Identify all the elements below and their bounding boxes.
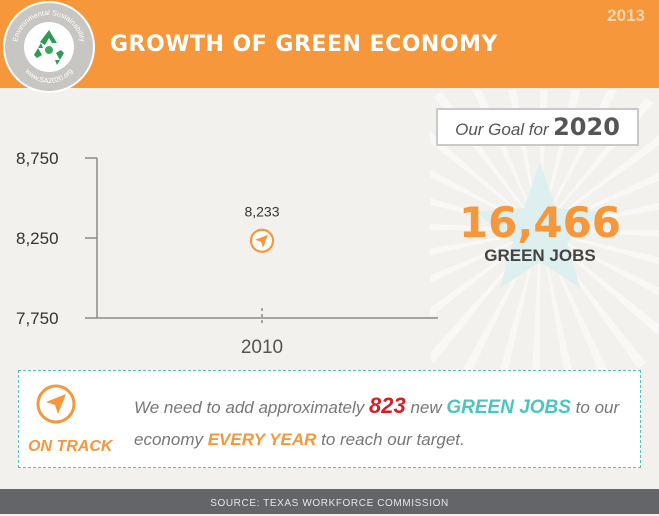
y-tick-label: 7,750 [16,309,59,328]
seal-bottom-text: www.SA2020.org [23,66,75,85]
info-text-part: to reach our target. [316,430,465,449]
ontrack-label: ON TRACK [28,438,113,455]
x-tick-label: 2010 [241,337,283,358]
compass-arrow-icon [255,234,268,248]
goal-prefix: Our Goal for [455,120,549,139]
jobs-chart: 8,750 8,250 7,750 2010 8,233 [16,149,438,358]
source-text: SOURCE: TEXAS WORKFORCE COMMISSION [210,498,449,509]
y-tick-label: 8,750 [16,149,59,168]
info-box [18,370,641,468]
info-text-part: We need to add approximately [134,398,369,417]
goal-box: Our Goal for 2020 [436,108,639,146]
sunburst-ray [540,230,659,296]
goal-caption: GREEN JOBS [484,246,596,265]
sustainability-seal-logo: Environmental Sustainability www.SA2020.… [5,3,93,91]
sunburst-ray [496,230,540,380]
info-text-part: to our economy [134,398,620,449]
info-text: We need to add approximately 823 new GRE… [134,390,634,456]
svg-text:www.SA2020.org: www.SA2020.org [23,66,75,85]
goal-number: 16,466 [458,198,622,247]
sunburst-ray [430,131,540,230]
header-banner: GROWTH OF GREEN ECONOMY 2013 [0,0,659,88]
info-text-part: new [405,398,447,417]
header-year: 2013 [607,6,645,25]
goal-year: 2020 [553,113,620,141]
data-label: 8,233 [244,204,279,220]
every-year-highlight: EVERY YEAR [207,430,317,449]
sunburst-ray [540,90,618,230]
page-title: GROWTH OF GREEN ECONOMY [110,32,498,57]
recycle-icon [34,30,64,65]
green-jobs-highlight: GREEN JOBS [446,397,571,418]
sunburst-ray [540,230,659,265]
sunburst-ray [540,230,659,237]
sunburst-ray [540,230,659,337]
y-tick-label: 8,250 [16,229,59,248]
compass-arrow-icon [36,384,76,424]
sunburst-ray [430,223,540,230]
footer-bar: SOURCE: TEXAS WORKFORCE COMMISSION [0,489,659,514]
jobs-per-year-number: 823 [369,393,406,418]
